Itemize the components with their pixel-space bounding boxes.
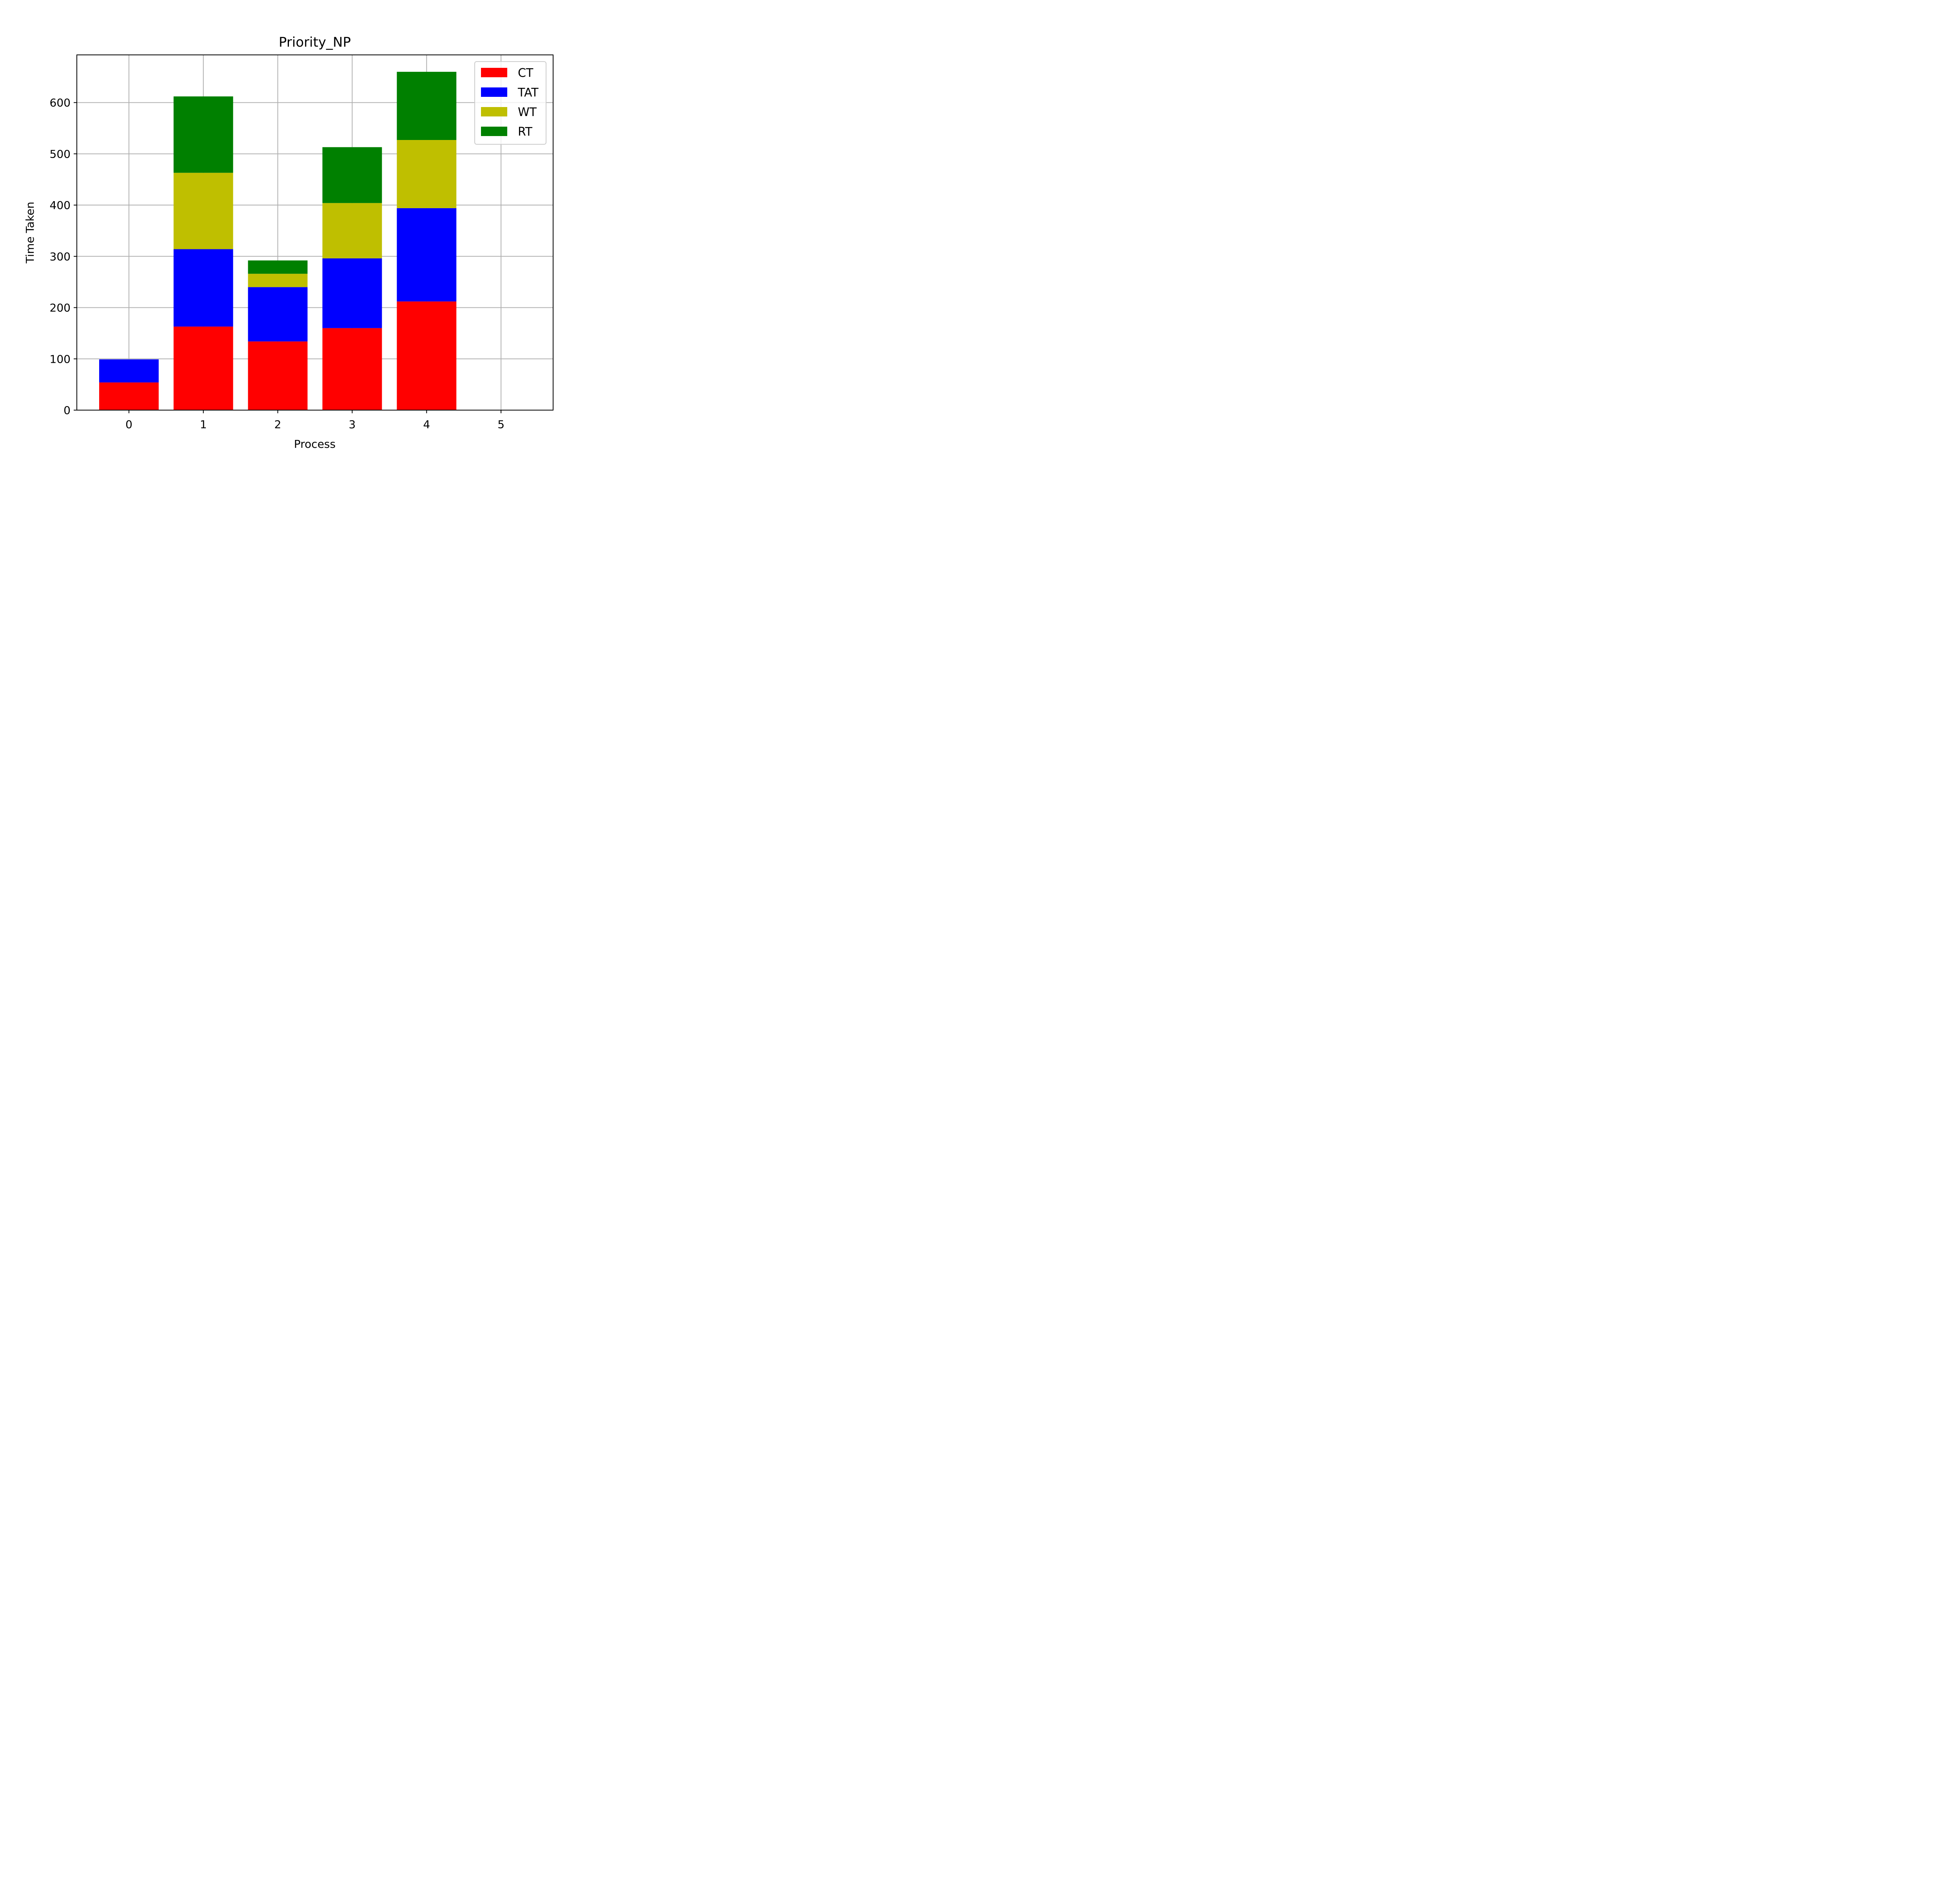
y-axis-label: Time Taken <box>24 202 36 263</box>
bar-ct-process-2 <box>248 341 308 410</box>
x-tick-label: 2 <box>274 418 281 431</box>
bar-wt-process-4 <box>397 140 457 208</box>
bar-tat-process-0 <box>99 359 159 383</box>
legend: CT TAT WT RT <box>474 61 546 145</box>
x-axis-label: Process <box>294 438 336 451</box>
legend-label-tat: TAT <box>517 86 539 100</box>
x-tick-label: 5 <box>497 418 505 431</box>
x-tick-label: 4 <box>423 418 430 431</box>
y-tick-label: 500 <box>50 147 71 160</box>
legend-label-wt: WT <box>518 105 537 119</box>
bar-wt-process-3 <box>322 203 382 259</box>
bar-wt-process-1 <box>173 173 233 249</box>
bar-ct-process-1 <box>173 326 233 410</box>
y-tick-label: 600 <box>50 96 71 109</box>
bar-tat-process-2 <box>248 287 308 342</box>
bar-tat-process-3 <box>322 258 382 328</box>
legend-label-rt: RT <box>518 125 533 139</box>
x-tick-label: 0 <box>125 418 132 431</box>
legend-swatch-wt <box>481 107 507 116</box>
axis-ticks: 0 1 2 3 4 5 0 100 200 300 400 500 600 <box>50 96 505 431</box>
x-tick-label: 1 <box>200 418 207 431</box>
legend-label-ct: CT <box>518 66 534 80</box>
y-tick-label: 200 <box>50 302 71 314</box>
bar-rt-process-2 <box>248 260 308 274</box>
y-tick-label: 400 <box>50 199 71 212</box>
bar-tat-process-4 <box>397 208 457 302</box>
bar-tat-process-1 <box>173 249 233 327</box>
bar-wt-process-2 <box>248 274 308 287</box>
chart: Priority_NP 0 1 2 3 4 5 0 100 200 300 400 500 600 Pr… <box>0 0 606 454</box>
legend-box <box>474 61 546 145</box>
y-tick-label: 100 <box>50 352 71 365</box>
bar-rt-process-4 <box>397 72 457 140</box>
bars <box>99 72 457 410</box>
bar-ct-process-4 <box>397 301 457 410</box>
chart-title: Priority_NP <box>279 35 351 50</box>
bar-rt-process-3 <box>322 147 382 203</box>
bar-ct-process-3 <box>322 328 382 410</box>
plot-frame <box>76 54 554 411</box>
bar-rt-process-1 <box>173 96 233 173</box>
y-tick-label: 300 <box>50 250 71 263</box>
legend-swatch-tat <box>481 87 507 97</box>
x-tick-label: 3 <box>349 418 356 431</box>
bar-ct-process-0 <box>99 382 159 410</box>
legend-swatch-rt <box>481 127 507 136</box>
legend-swatch-ct <box>481 68 507 77</box>
y-tick-label: 0 <box>64 404 71 417</box>
